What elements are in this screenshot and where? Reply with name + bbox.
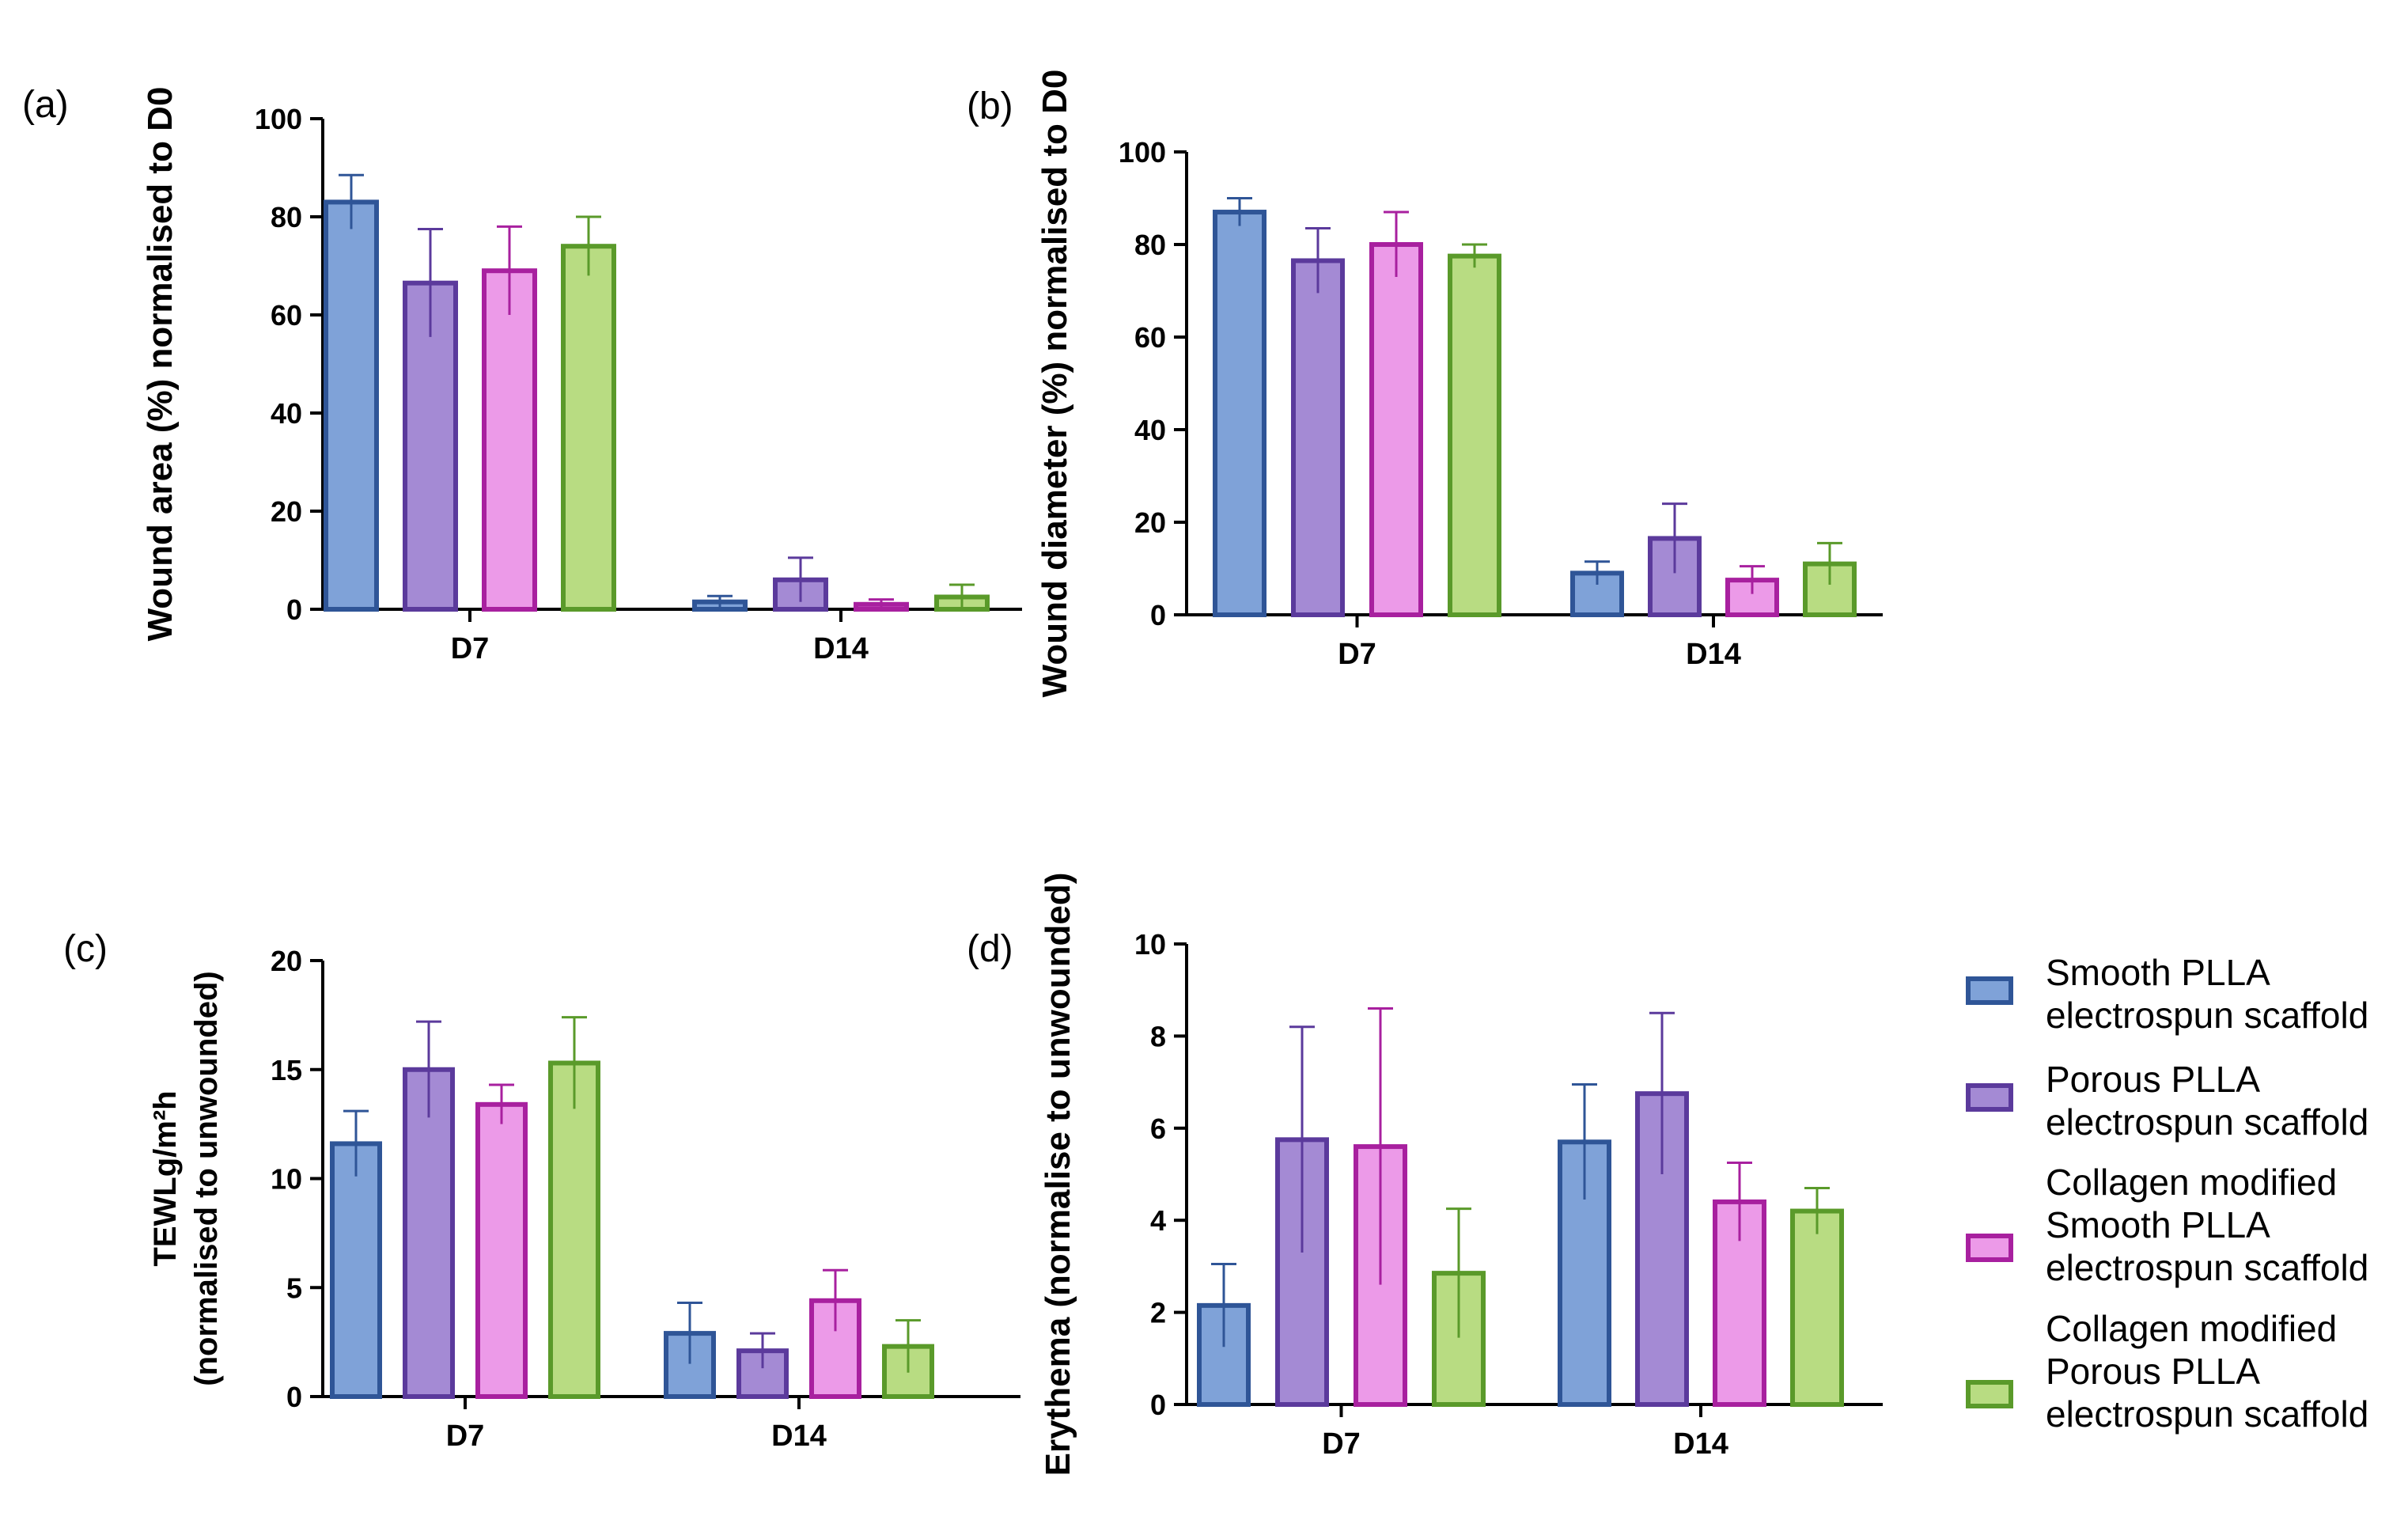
y-tick-label: 4: [1150, 1204, 1166, 1237]
bar: [403, 280, 458, 612]
y-axis-label-line: (normalised to unwounded): [189, 971, 224, 1385]
bar: [561, 244, 616, 612]
legend-label: electrospun scaffold: [2046, 995, 2368, 1036]
bar: [1713, 1199, 1766, 1408]
y-tick-label: 40: [271, 397, 302, 430]
y-tick-label: 60: [271, 299, 302, 332]
y-tick-label: 5: [286, 1272, 302, 1304]
bar: [1448, 253, 1501, 617]
x-category-label: D7: [1338, 638, 1376, 671]
x-category-label: D7: [1322, 1427, 1361, 1461]
bar: [548, 1060, 600, 1399]
y-tick-label: 6: [1150, 1113, 1166, 1145]
bar: [330, 1141, 382, 1400]
bar: [482, 268, 537, 612]
bar: [475, 1101, 528, 1399]
y-tick-label: 10: [1134, 928, 1166, 961]
y-tick-label: 0: [286, 593, 302, 626]
legend-label: Smooth PLLA: [2046, 952, 2270, 993]
y-tick-label: 2: [1150, 1297, 1166, 1329]
chart-panel-1: (b) 0 20 40 60 80 100 D7 D14 Wound diameter (%) n…: [967, 70, 1883, 698]
bar: [1213, 210, 1266, 617]
y-tick-label: 8: [1150, 1020, 1166, 1052]
bar: [324, 199, 379, 612]
legend-label: electrospun scaffold: [2046, 1247, 2368, 1288]
chart-panel-2: (c) 0 5 10 15 20 D7 D14 TEWLg/m²h (normalised to …: [63, 928, 1020, 1453]
x-category-label: D14: [813, 632, 869, 665]
y-tick-label: 0: [1150, 599, 1166, 631]
legend-label: Collagen modified: [2046, 1162, 2337, 1203]
bar: [664, 1331, 716, 1399]
y-tick-label: 60: [1134, 321, 1166, 354]
legend-label: Smooth PLLA: [2046, 1204, 2270, 1245]
x-category-label: D14: [1686, 638, 1741, 671]
chart-panel-3: (d) 0 2 4 6 8 10 D7 D14 Erythema (normalise to un…: [967, 873, 1883, 1476]
y-tick-label: 15: [271, 1054, 302, 1086]
panel-label: (a): [22, 84, 69, 126]
legend-label: electrospun scaffold: [2046, 1101, 2368, 1143]
y-tick-label: 80: [271, 201, 302, 233]
y-tick-label: 10: [271, 1163, 302, 1196]
y-tick-label: 0: [1150, 1389, 1166, 1421]
y-axis-label: Erythema (normalise to unwounded): [1039, 873, 1077, 1476]
legend-label: Collagen modified: [2046, 1308, 2337, 1349]
y-tick-label: 20: [271, 495, 302, 528]
bar: [1291, 258, 1345, 617]
bar: [403, 1067, 455, 1399]
y-axis-label: Wound area (%) normalised to D0: [141, 87, 180, 642]
legend-swatch: [1966, 976, 2013, 1005]
y-axis-label-line: TEWLg/m²h: [148, 1090, 183, 1266]
legend-label: Porous PLLA: [2046, 1351, 2260, 1392]
x-category-label: D7: [446, 1420, 485, 1453]
y-tick-label: 20: [271, 945, 302, 977]
chart-panel-0: (a) 0 20 40 60 80 100 D7 D14 Wound area (%) norma…: [22, 84, 1022, 665]
y-tick-label: 100: [255, 103, 302, 135]
x-category-label: D14: [771, 1420, 827, 1453]
y-tick-label: 40: [1134, 414, 1166, 446]
legend-swatch: [1966, 1234, 2013, 1262]
panel-label: (d): [967, 928, 1013, 970]
bar: [1369, 242, 1423, 617]
panel-label: (b): [967, 85, 1013, 127]
x-category-label: D7: [451, 632, 490, 665]
y-tick-label: 20: [1134, 506, 1166, 539]
y-tick-label: 0: [286, 1381, 302, 1413]
panel-label: (c): [63, 928, 108, 970]
y-tick-label: 80: [1134, 229, 1166, 261]
x-category-label: D14: [1673, 1427, 1728, 1461]
legend-swatch: [1966, 1083, 2013, 1112]
y-tick-label: 100: [1119, 136, 1166, 169]
legend-swatch: [1966, 1380, 2013, 1408]
legend-label: Porous PLLA: [2046, 1059, 2260, 1100]
legend-label: electrospun scaffold: [2046, 1393, 2368, 1435]
y-axis-label: Wound diameter (%) normalised to D0: [1036, 70, 1074, 698]
bar: [1790, 1208, 1844, 1408]
